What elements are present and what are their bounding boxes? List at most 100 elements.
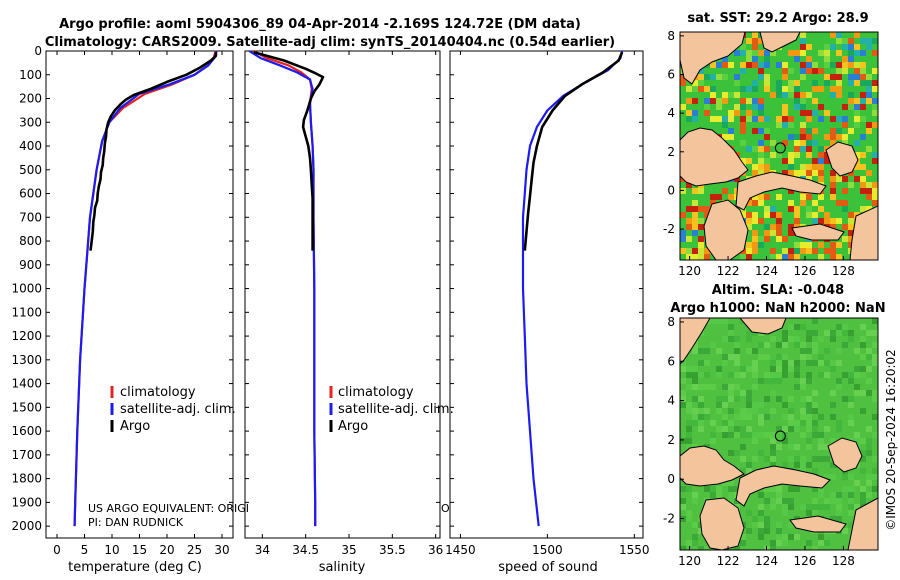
map-heat-cell xyxy=(734,432,740,438)
map-heat-cell xyxy=(800,342,806,348)
map-heat-cell xyxy=(764,224,770,230)
map-heat-cell xyxy=(728,486,734,492)
figure-title-line2: Climatology: CARS2009. Satellite-adj cli… xyxy=(45,35,615,50)
sound-speed-xlabel: speed of sound xyxy=(498,560,598,575)
map-heat-cell xyxy=(794,444,800,450)
sound-speed-xtick-label: 1450 xyxy=(445,543,476,557)
map-heat-cell xyxy=(836,354,842,360)
map-heat-cell xyxy=(686,182,692,188)
map-heat-cell xyxy=(686,236,692,242)
map-heat-cell xyxy=(824,330,830,336)
map-heat-cell xyxy=(752,372,758,378)
map-heat-cell xyxy=(788,68,794,74)
map-heat-cell xyxy=(770,486,776,492)
map-heat-cell xyxy=(794,170,800,176)
map-heat-cell xyxy=(806,444,812,450)
map-heat-cell xyxy=(728,450,734,456)
map-heat-cell xyxy=(794,104,800,110)
map-heat-cell xyxy=(812,38,818,44)
map-heat-cell xyxy=(770,504,776,510)
map-heat-cell xyxy=(794,324,800,330)
map-ytick-label: 4 xyxy=(667,394,675,408)
map-heat-cell xyxy=(818,534,824,540)
land-philippines-west xyxy=(680,318,711,365)
map-heat-cell xyxy=(728,492,734,498)
map-heat-cell xyxy=(800,504,806,510)
map-heat-cell xyxy=(686,438,692,444)
map-heat-cell xyxy=(680,248,686,254)
salinity-series-argo xyxy=(253,50,325,251)
map-heat-cell xyxy=(776,68,782,74)
map-heat-cell xyxy=(788,456,794,462)
map-heat-cell xyxy=(842,342,848,348)
map-heat-cell xyxy=(776,92,782,98)
map-ytick-label: 8 xyxy=(667,315,675,329)
map-heat-cell xyxy=(746,242,752,248)
land-seram xyxy=(789,515,847,533)
map-heat-cell xyxy=(860,486,866,492)
salinity-series-satellite-adj-clim- xyxy=(248,50,317,527)
map-heat-cell xyxy=(782,92,788,98)
map-heat-cell xyxy=(872,50,878,56)
pi-note: PI: DAN RUDNICK xyxy=(88,516,184,529)
map-heat-cell xyxy=(848,74,854,80)
map-heat-cell xyxy=(860,152,866,158)
map-heat-cell xyxy=(848,420,854,426)
map-heat-cell xyxy=(842,44,848,50)
map-heat-cell xyxy=(728,128,734,134)
map-heat-cell xyxy=(860,360,866,366)
map-heat-cell xyxy=(812,68,818,74)
map-heat-cell xyxy=(854,104,860,110)
map-heat-cell xyxy=(848,402,854,408)
map-heat-cell xyxy=(722,408,728,414)
map-heat-cell xyxy=(770,206,776,212)
map-heat-cell xyxy=(698,86,704,92)
sst-map-title: sat. SST: 29.2 Argo: 28.9 xyxy=(687,11,868,26)
land-seram xyxy=(791,223,845,241)
map-heat-cell xyxy=(848,378,854,384)
map-heat-cell xyxy=(860,492,866,498)
map-heat-cell xyxy=(860,354,866,360)
map-heat-cell xyxy=(842,206,848,212)
map-heat-cell xyxy=(740,98,746,104)
map-heat-cell xyxy=(872,110,878,116)
salinity-xtick-label: 35 xyxy=(341,543,356,557)
map-heat-cell xyxy=(806,44,812,50)
map-heat-cell xyxy=(698,546,704,550)
map-heat-cell xyxy=(872,468,878,474)
map-heat-cell xyxy=(692,378,698,384)
map-heat-cell xyxy=(686,426,692,432)
temperature-xtick-label: 30 xyxy=(214,543,229,557)
map-heat-cell xyxy=(812,348,818,354)
map-heat-cell xyxy=(806,242,812,248)
map-heat-cell xyxy=(842,56,848,62)
map-heat-cell xyxy=(818,336,824,342)
pressure-tick-label: 900 xyxy=(19,258,42,272)
map-heat-cell xyxy=(794,438,800,444)
map-ytick-label: 8 xyxy=(667,29,675,43)
map-heat-cell xyxy=(746,432,752,438)
map-heat-cell xyxy=(794,134,800,140)
map-heat-cell xyxy=(854,140,860,146)
temperature-legend: climatology satellite-adj. clim. Argo xyxy=(110,385,236,434)
legend-climatology-label: climatology xyxy=(120,385,196,400)
map-heat-cell xyxy=(854,366,860,372)
map-heat-cell xyxy=(770,366,776,372)
map-heat-cell xyxy=(746,414,752,420)
map-heat-cell xyxy=(758,200,764,206)
map-heat-cell xyxy=(842,188,848,194)
map-heat-cell xyxy=(824,212,830,218)
map-heat-cell xyxy=(782,366,788,372)
map-heat-cell xyxy=(836,134,842,140)
map-heat-cell xyxy=(716,414,722,420)
map-heat-cell xyxy=(836,242,842,248)
map-heat-cell xyxy=(752,498,758,504)
map-heat-cell xyxy=(746,116,752,122)
map-heat-cell xyxy=(860,134,866,140)
map-heat-cell xyxy=(704,104,710,110)
map-ytick-label: 2 xyxy=(667,433,675,447)
map-heat-cell xyxy=(686,510,692,516)
sound-speed-series-argo xyxy=(523,51,624,251)
map-heat-cell xyxy=(872,330,878,336)
